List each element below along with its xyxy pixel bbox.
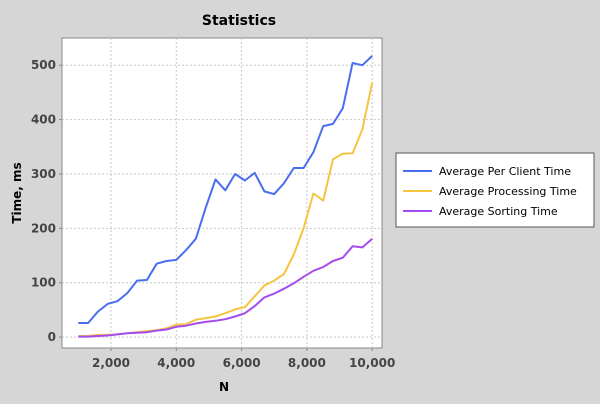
y-tick-label: 400 bbox=[31, 113, 56, 127]
plot-area bbox=[61, 37, 383, 349]
grid-layer bbox=[62, 38, 382, 348]
legend: Average Per Client Time Average Processin… bbox=[395, 152, 595, 228]
y-tick-label: 0 bbox=[48, 330, 56, 344]
y-tick-label: 200 bbox=[31, 221, 56, 235]
x-tick-label: 10,000 bbox=[349, 356, 395, 370]
legend-label-3: Average Sorting Time bbox=[439, 205, 558, 218]
x-tick-label: 4,000 bbox=[157, 356, 195, 370]
x-tick-label: 2,000 bbox=[92, 356, 130, 370]
axis-layer: 2,000 4,000 6,000 8,000 10,000 0 100 200 300 400 5… bbox=[31, 58, 395, 370]
legend-label-2: Average Processing Time bbox=[439, 185, 577, 198]
series-line-1 bbox=[78, 55, 373, 324]
x-axis-label: N bbox=[219, 380, 229, 394]
y-tick-label: 100 bbox=[31, 276, 56, 290]
y-axis-label: Time, ms bbox=[10, 162, 24, 223]
legend-label-1: Average Per Client Time bbox=[439, 165, 571, 178]
series-layer bbox=[78, 55, 374, 338]
series-line-3 bbox=[78, 237, 373, 338]
y-tick-label: 300 bbox=[31, 167, 56, 181]
chart-title: Statistics bbox=[202, 13, 276, 29]
x-tick-label: 6,000 bbox=[223, 356, 261, 370]
x-tick-label: 8,000 bbox=[288, 356, 326, 370]
y-tick-label: 500 bbox=[31, 58, 56, 72]
